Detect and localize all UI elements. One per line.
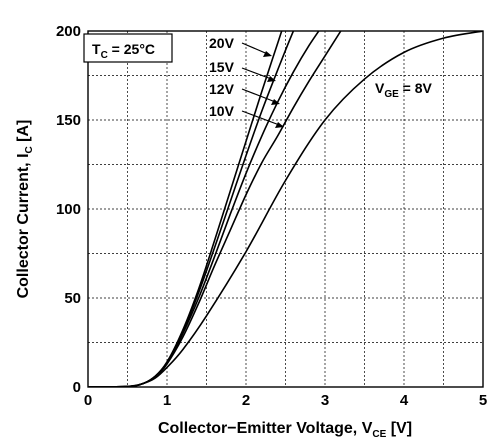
x-tick-label: 5 — [479, 392, 487, 409]
label-arrows — [241, 42, 284, 128]
series-label-10v: 10V — [209, 103, 235, 119]
x-tick-label: 1 — [163, 392, 171, 409]
x-tick-label: 3 — [321, 392, 329, 409]
arrowhead-12v — [271, 99, 280, 105]
y-tick-label: 50 — [64, 290, 81, 307]
curve-layer — [88, 31, 483, 387]
arrowhead-10v — [275, 122, 284, 128]
x-tick-label: 4 — [400, 392, 409, 409]
series-label-20v: 20V — [209, 35, 235, 51]
series-line-8v — [88, 31, 483, 387]
arrowhead-15v — [267, 76, 276, 82]
y-tick-label: 100 — [56, 201, 81, 218]
condition-box: TC = 25°C — [83, 33, 173, 63]
series-label-12v: 12V — [209, 81, 235, 97]
arrow-15v — [241, 67, 275, 81]
series-label-15v: 15V — [209, 59, 235, 75]
y-axis-label: Collector Current, IC [A] — [15, 120, 35, 299]
y-tick-label: 0 — [73, 379, 81, 396]
x-axis-label: Collector−Emitter Voltage, VCE [V] — [158, 420, 412, 440]
plot-frame — [87, 30, 484, 388]
y-tick-label: 150 — [56, 112, 81, 129]
y-tick-label: 200 — [56, 23, 81, 40]
arrow-12v — [241, 88, 279, 104]
grid-layer — [88, 31, 483, 387]
arrowhead-20v — [263, 51, 272, 57]
x-tick-label: 2 — [242, 392, 250, 409]
x-tick-label: 0 — [84, 392, 92, 409]
condition-label: TC = 25°C — [92, 41, 155, 61]
arrow-10v — [241, 110, 283, 127]
series-label-8v: VGE = 8V — [375, 80, 433, 100]
